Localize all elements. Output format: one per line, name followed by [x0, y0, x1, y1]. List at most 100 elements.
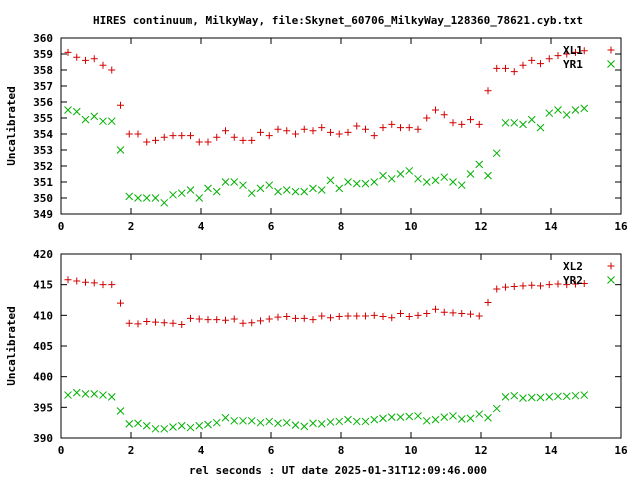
data-point [230, 178, 239, 186]
x-tick-label: 14 [544, 444, 558, 457]
data-point [317, 420, 326, 428]
data-point [467, 116, 474, 124]
data-point [274, 419, 282, 428]
data-point [187, 132, 194, 140]
y-tick-label: 357 [33, 80, 53, 93]
data-point [230, 133, 238, 141]
data-point [554, 392, 562, 401]
data-point [501, 393, 510, 401]
x-tick-label: 10 [404, 444, 417, 457]
data-point [125, 130, 133, 138]
data-point [493, 64, 501, 72]
data-point [449, 178, 457, 186]
x-tick-label: 16 [614, 444, 628, 457]
data-point [327, 314, 334, 322]
data-point [283, 127, 291, 135]
data-point [134, 419, 142, 428]
data-point [405, 412, 414, 421]
data-point [510, 391, 519, 400]
data-point [370, 178, 379, 186]
legend-marker [607, 276, 615, 284]
data-point [440, 308, 448, 316]
panel-2: 390 395 400 405 410 415 420 0 2 4 6 8 10 12 14 16 Uncali… [5, 248, 628, 457]
chart-title: HIRES continuum, MilkyWay, file:Skynet_6… [93, 14, 583, 27]
data-point [440, 111, 448, 119]
x-tick-label: 14 [544, 220, 558, 233]
data-point [134, 130, 142, 138]
data-point [361, 179, 370, 188]
data-point [484, 171, 492, 180]
data-point [178, 132, 186, 140]
data-point [440, 173, 449, 182]
data-point [257, 128, 264, 136]
data-point [545, 281, 553, 289]
data-point [125, 420, 134, 428]
data-point [379, 124, 387, 132]
data-point [537, 282, 544, 290]
data-point [344, 128, 352, 136]
y-tick-label: 358 [33, 64, 53, 77]
data-point [510, 283, 518, 291]
x-tick-label: 4 [198, 444, 205, 457]
x-tick-label: 2 [128, 444, 135, 457]
legend-label: YR1 [563, 58, 583, 71]
data-point [195, 138, 203, 146]
data-point [502, 64, 509, 72]
y-axis-label: Uncalibrated [5, 86, 18, 165]
data-point [414, 311, 422, 319]
data-point [361, 417, 370, 426]
data-point [247, 416, 256, 425]
data-point [292, 314, 299, 322]
data-point [387, 174, 396, 183]
data-point [143, 138, 151, 146]
series-yr1 [64, 104, 589, 207]
data-point [274, 313, 282, 321]
data-point [396, 170, 405, 178]
data-point [370, 132, 378, 140]
x-tick-label: 12 [474, 444, 487, 457]
data-point [414, 412, 422, 420]
legend-label: YR2 [563, 274, 583, 287]
data-point [423, 309, 431, 317]
y-tick-label: 420 [33, 248, 53, 261]
data-point [317, 186, 326, 194]
data-point [239, 416, 247, 425]
data-point [580, 279, 588, 287]
data-point [90, 112, 99, 121]
data-point [195, 315, 203, 323]
data-point [397, 124, 404, 132]
data-point [484, 298, 492, 306]
data-point [318, 124, 326, 132]
x-tick-label: 10 [404, 220, 417, 233]
data-point [344, 312, 352, 320]
data-point [344, 415, 352, 424]
data-point [169, 423, 177, 431]
data-point [432, 305, 439, 313]
data-point [493, 285, 501, 293]
data-point [502, 283, 509, 291]
data-point [142, 421, 151, 430]
data-point [204, 184, 212, 193]
data-point [117, 299, 124, 307]
data-point [379, 313, 387, 321]
data-point [291, 187, 300, 196]
data-point [449, 309, 457, 317]
data-point [239, 181, 247, 190]
data-point [405, 166, 414, 175]
x-axis-label: rel seconds : UT date 2025-01-31T12:09:4… [189, 464, 487, 477]
data-point [484, 87, 492, 95]
data-point [160, 198, 169, 207]
data-point [431, 415, 440, 424]
data-point [265, 417, 274, 426]
y-tick-label: 355 [33, 112, 53, 125]
data-point [527, 115, 536, 124]
data-point [492, 404, 501, 413]
legend-marker [607, 262, 615, 270]
data-point [562, 392, 571, 401]
data-point [414, 174, 422, 183]
data-point [519, 120, 527, 129]
data-point [300, 125, 308, 133]
data-point [327, 128, 334, 136]
data-point [475, 312, 483, 320]
data-point [309, 316, 317, 324]
